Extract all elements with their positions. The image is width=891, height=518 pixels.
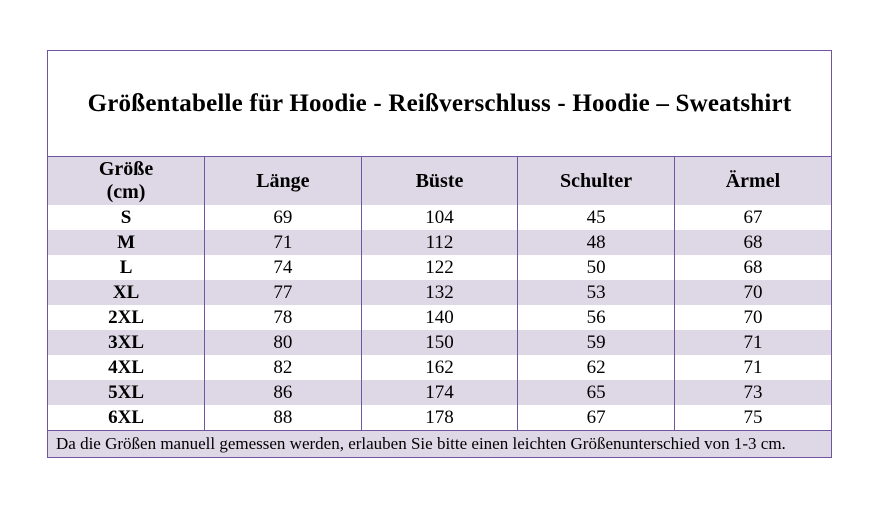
table-cell: 150 [360,330,518,355]
column-header-bueste: Büste [360,157,518,205]
table-row: S 69 104 45 67 [48,205,831,230]
column-header-laenge: Länge [204,157,362,205]
table-row: 5XL 86 174 65 73 [48,380,831,405]
table-cell: 68 [673,255,831,280]
column-header-schulter: Schulter [517,157,675,205]
size-table: Größe (cm) Länge Büste Schulter Ärmel S … [48,157,831,430]
table-cell: 70 [673,305,831,330]
row-size-label: 5XL [108,381,144,403]
header-row: Größe (cm) Länge Büste Schulter Ärmel [48,157,831,205]
table-cell: 77 [204,280,362,305]
table-cell: 56 [517,305,675,330]
table-cell: 75 [673,405,831,430]
table-header: Größe (cm) Länge Büste Schulter Ärmel [48,157,831,205]
table-cell: 71 [673,355,831,380]
measurement-note: Da die Größen manuell gemessen werden, e… [48,430,831,457]
title-block: Größentabelle für Hoodie - Reißverschlus… [48,51,831,157]
table-body: S 69 104 45 67 M 71 112 48 68 L 74 122 5… [48,205,831,430]
table-cell: 104 [360,205,518,230]
table-cell: 68 [673,230,831,255]
row-size-label: 2XL [108,306,144,328]
page-title: Größentabelle für Hoodie - Reißverschlus… [87,89,792,117]
size-chart-sheet: Größentabelle für Hoodie - Reißverschlus… [47,50,832,458]
table-row: 3XL 80 150 59 71 [48,330,831,355]
column-header-aermel: Ärmel [673,157,831,205]
row-size-label: 6XL [108,406,144,428]
table-cell: 45 [517,205,675,230]
table-row: 2XL 78 140 56 70 [48,305,831,330]
table-cell: 88 [204,405,362,430]
table-cell: 50 [517,255,675,280]
row-size-label: XL [112,281,140,303]
table-row: 4XL 82 162 62 71 [48,355,831,380]
table-cell: 67 [517,405,675,430]
table-cell: 71 [673,330,831,355]
table-cell: 178 [360,405,518,430]
table-cell: 67 [673,205,831,230]
table-cell: 53 [517,280,675,305]
table-row: L 74 122 50 68 [48,255,831,280]
table-cell: 74 [204,255,362,280]
table-cell: 174 [360,380,518,405]
table-cell: 162 [360,355,518,380]
table-cell: 82 [204,355,362,380]
column-header-groesse: Größe (cm) [48,157,205,205]
table-cell: 73 [673,380,831,405]
table-cell: 86 [204,380,362,405]
table-cell: 71 [204,230,362,255]
table-cell: 59 [517,330,675,355]
table-cell: 62 [517,355,675,380]
table-cell: 140 [360,305,518,330]
table-cell: 69 [204,205,362,230]
row-size-label: M [117,231,136,253]
table-cell: 65 [517,380,675,405]
table-cell: 70 [673,280,831,305]
table-cell: 80 [204,330,362,355]
row-size-label: 4XL [108,356,144,378]
table-cell: 122 [360,255,518,280]
column-header-groesse-line1: Größe [98,158,154,180]
table-cell: 112 [360,230,518,255]
row-size-label: L [119,256,133,278]
table-cell: 132 [360,280,518,305]
table-row: 6XL 88 178 67 75 [48,405,831,430]
row-size-label: 3XL [108,331,144,353]
table-cell: 48 [517,230,675,255]
table-cell: 78 [204,305,362,330]
row-size-label: S [120,206,132,228]
table-row: M 71 112 48 68 [48,230,831,255]
column-header-groesse-line2: (cm) [106,181,146,203]
table-row: XL 77 132 53 70 [48,280,831,305]
